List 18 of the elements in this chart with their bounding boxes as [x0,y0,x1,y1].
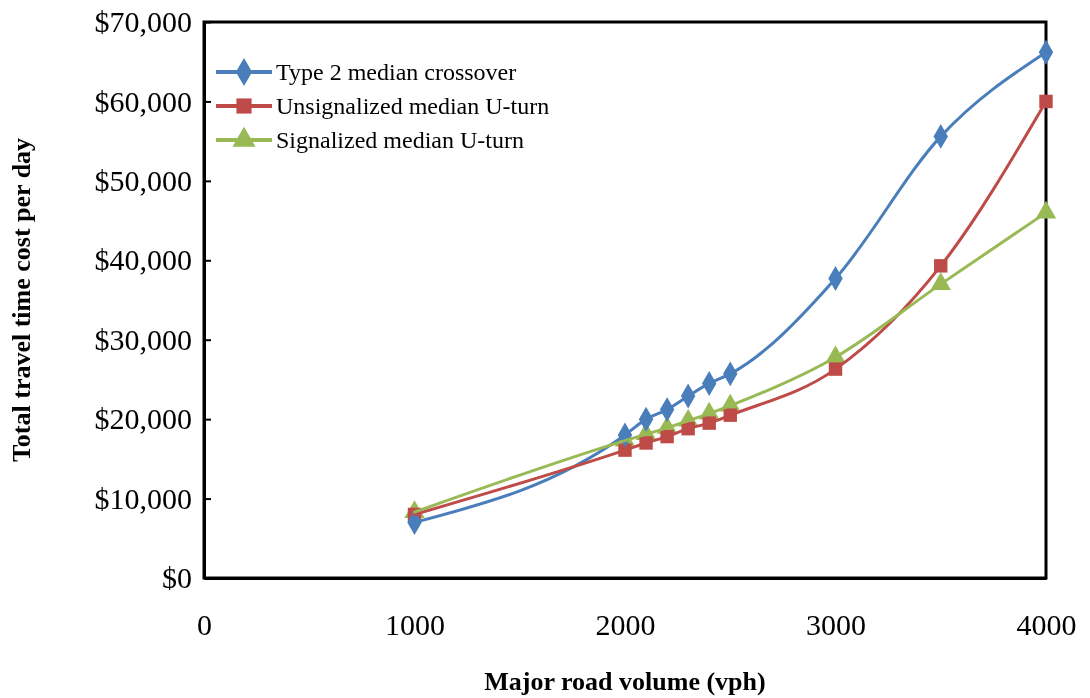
y-tick-label: $50,000 [94,163,192,197]
x-tick-label: 3000 [806,608,866,642]
y-axis-title: Total travel time cost per day [7,137,36,463]
x-tick-label: 2000 [595,608,656,642]
y-tick-label: $20,000 [94,402,192,436]
x-tick-label: 0 [197,608,212,642]
y-tick-label: $0 [162,561,192,595]
y-tick-label: $10,000 [94,481,192,515]
legend-label: Signalized median U-turn [276,127,524,153]
legend-label: Unsignalized median U-turn [276,93,550,119]
x-tick-label: 1000 [385,608,445,642]
x-axis-title: Major road volume (vph) [484,667,766,696]
y-tick-label: $60,000 [94,84,192,118]
legend-label: Type 2 median crossover [276,59,517,85]
y-tick-label: $70,000 [94,5,192,39]
y-tick-label: $30,000 [94,322,192,356]
x-tick-label: 4000 [1016,608,1077,642]
y-tick-label: $40,000 [94,243,192,277]
